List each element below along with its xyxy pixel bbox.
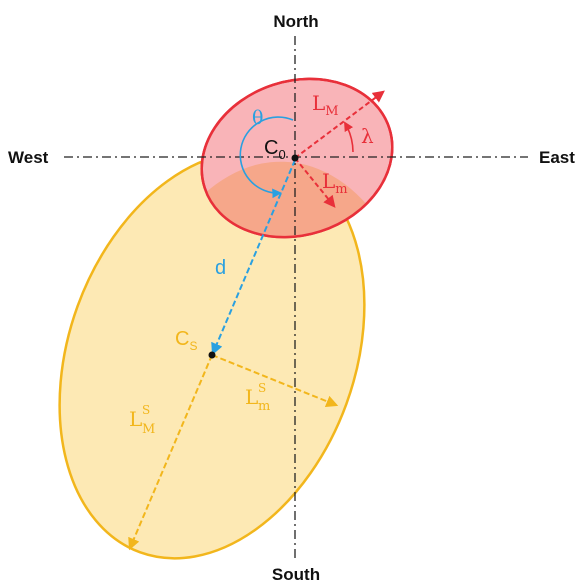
minor-axis-arrow: [294, 157, 336, 208]
l-major-label: LM: [312, 91, 339, 119]
reference-ellipse-outline: [200, 77, 394, 239]
north-label: North: [273, 12, 318, 31]
source-l-minor-sup: S: [258, 381, 266, 395]
source-l-minor-sub: m: [258, 399, 270, 414]
l-minor-label: Lm: [322, 169, 348, 197]
center-c0-point: [291, 154, 299, 162]
east-label: East: [539, 148, 575, 167]
center-cs-point: [208, 351, 216, 359]
source-major-axis-arrow: [128, 354, 213, 551]
lambda-arc: [344, 121, 354, 153]
distance-line: [211, 159, 296, 356]
c0-label: C0: [264, 137, 286, 162]
distance-label: d: [215, 257, 226, 279]
source-l-major-sub: M: [142, 422, 155, 437]
source-l-major-sup: S: [142, 403, 150, 417]
theta-label: θ: [252, 107, 263, 129]
cs-label: CS: [175, 328, 197, 353]
south-label: South: [272, 565, 320, 584]
theta-arc: [239, 116, 294, 199]
west-label: West: [8, 148, 49, 167]
source-minor-axis-arrow: [211, 354, 339, 407]
major-axis-arrow: [294, 90, 385, 159]
lambda-label: λ: [361, 124, 374, 148]
source-l-minor-label: L: [245, 385, 258, 409]
source-l-major-label: L: [129, 407, 142, 431]
